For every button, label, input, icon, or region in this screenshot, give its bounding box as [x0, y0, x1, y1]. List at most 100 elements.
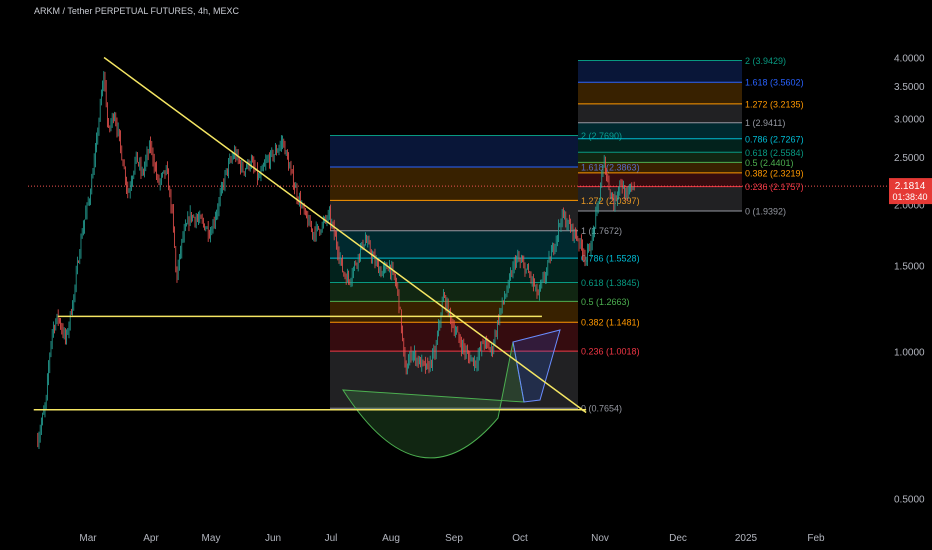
fib-zone [330, 230, 578, 259]
fib-zone [330, 135, 578, 168]
x-tick-label: Dec [669, 533, 687, 544]
fib-ratio: 0.382 [581, 318, 604, 328]
fib-level-label: 1.272 (3.2135) [745, 99, 804, 109]
fib-price: 1.3845 [609, 278, 637, 288]
fib-ratio: 1.618 [581, 163, 604, 173]
fib-level-label: 0.786 (2.7267) [745, 134, 804, 144]
fib-ratio: 1.272 [581, 196, 604, 206]
fib-level-label: 0.618 (2.5584) [745, 148, 804, 158]
y-tick-label: 2.0000 [894, 201, 925, 212]
fib-price: 2.7267 [773, 134, 801, 144]
fib-level-label: 0.382 (1.1481) [581, 318, 640, 328]
x-tick-label: Sep [445, 533, 463, 544]
fib-price: 2.0397 [609, 196, 637, 206]
last-price-tag [889, 178, 932, 205]
fib-ratio: 0 [581, 404, 586, 414]
x-tick-label: Oct [512, 533, 528, 544]
fib-level-label: 1.618 (3.5602) [745, 78, 804, 88]
fib-zone [578, 82, 742, 104]
y-tick-label: 1.5000 [894, 262, 925, 273]
fib-ratio: 1 [745, 118, 750, 128]
fib-level-label: 0.236 (1.0018) [581, 347, 640, 357]
fib-price: 0.7654 [592, 404, 620, 414]
y-tick-label: 1.0000 [894, 348, 925, 359]
x-tick-label: May [202, 533, 221, 544]
fib-level-label: 1 (2.9411) [745, 118, 785, 128]
fib-ratio: 0.236 [745, 182, 768, 192]
fib-zone [330, 301, 578, 323]
fib-level-label: 0.5 (1.2663) [581, 297, 630, 307]
fib-price: 2.4401 [763, 158, 791, 168]
fib-zone [330, 258, 578, 283]
fib-price: 3.9429 [756, 56, 784, 66]
fib-ratio: 2 [581, 131, 586, 141]
fib-price: 1.9392 [756, 207, 784, 217]
fib-level-label: 2 (3.9429) [745, 56, 786, 66]
fib-zone [578, 138, 742, 153]
fib-price: 1.7672 [592, 226, 620, 236]
fib-price: 2.1757 [773, 182, 801, 192]
fib-zone [578, 152, 742, 163]
fib-ratio: 0 [745, 207, 750, 217]
fib-ratio: 2 [745, 56, 750, 66]
fib-ratio: 0.786 [745, 134, 768, 144]
fib-price: 2.3863 [609, 163, 637, 173]
y-tick-label: 4.0000 [894, 54, 925, 65]
y-tick-label: 3.0000 [894, 115, 925, 126]
fib-price: 1.1481 [609, 318, 637, 328]
x-tick-label: 2025 [735, 533, 758, 544]
fib-zone [330, 282, 578, 302]
x-tick-label: Jun [265, 533, 281, 544]
fib-zone [330, 351, 578, 409]
fib-zone [330, 200, 578, 231]
fib-zone [578, 162, 742, 173]
fib-level-label: 1.272 (2.0397) [581, 196, 640, 206]
fib-level-label: 0.5 (2.4401) [745, 158, 794, 168]
cup-pattern [342, 341, 525, 459]
fib-level-label: 1 (1.7672) [581, 226, 622, 236]
fib-price: 2.7690 [592, 131, 620, 141]
fib-ratio: 1.272 [745, 99, 768, 109]
fib-zone [578, 103, 742, 123]
y-tick-label: 3.5000 [894, 82, 925, 93]
handle-pattern [512, 329, 561, 403]
fib-zone [578, 60, 742, 83]
x-tick-label: Jul [325, 533, 338, 544]
fib-price: 3.2135 [773, 99, 801, 109]
fib-level-label: 0 (1.9392) [745, 207, 786, 217]
descending-trendline [103, 56, 587, 414]
fib-ratio: 0.5 [581, 297, 594, 307]
fib-zone [578, 172, 742, 187]
fib-ratio: 0.618 [581, 278, 604, 288]
fib-price: 1.0018 [609, 347, 637, 357]
y-tick-label: 2.5000 [894, 153, 925, 164]
fib-price: 2.5584 [773, 148, 801, 158]
x-tick-label: Feb [807, 533, 825, 544]
fib-price: 3.5602 [773, 78, 801, 88]
fib-level-label: 0.382 (2.3219) [745, 168, 804, 178]
x-tick-label: Nov [591, 533, 609, 544]
fib-level-label: 0 (0.7654) [581, 404, 622, 414]
fib-ratio: 0.786 [581, 254, 604, 264]
fib-price: 1.2663 [599, 297, 627, 307]
fib-level-label: 0.618 (1.3845) [581, 278, 640, 288]
fib-zone [330, 167, 578, 201]
fib-price: 2.3219 [773, 168, 801, 178]
fib-level-label: 0.786 (1.5528) [581, 254, 640, 264]
fib-price: 1.5528 [609, 254, 637, 264]
fib-zone [578, 122, 742, 139]
fib-level-label: 2 (2.7690) [581, 131, 622, 141]
fib-ratio: 0.5 [745, 158, 758, 168]
fib-level-label: 0.236 (2.1757) [745, 182, 804, 192]
x-tick-label: Mar [79, 533, 97, 544]
chart-title: ARKM / Tether PERPETUAL FUTURES, 4h, MEX… [34, 6, 240, 16]
fib-ratio: 0.618 [745, 148, 768, 158]
y-tick-label: 0.5000 [894, 495, 925, 506]
fib-ratio: 1 [581, 226, 586, 236]
x-tick-label: Aug [382, 533, 400, 544]
fib-ratio: 1.618 [745, 78, 768, 88]
fib-price: 2.9411 [756, 118, 783, 128]
fib-ratio: 0.236 [581, 347, 604, 357]
fib-zone [578, 186, 742, 212]
